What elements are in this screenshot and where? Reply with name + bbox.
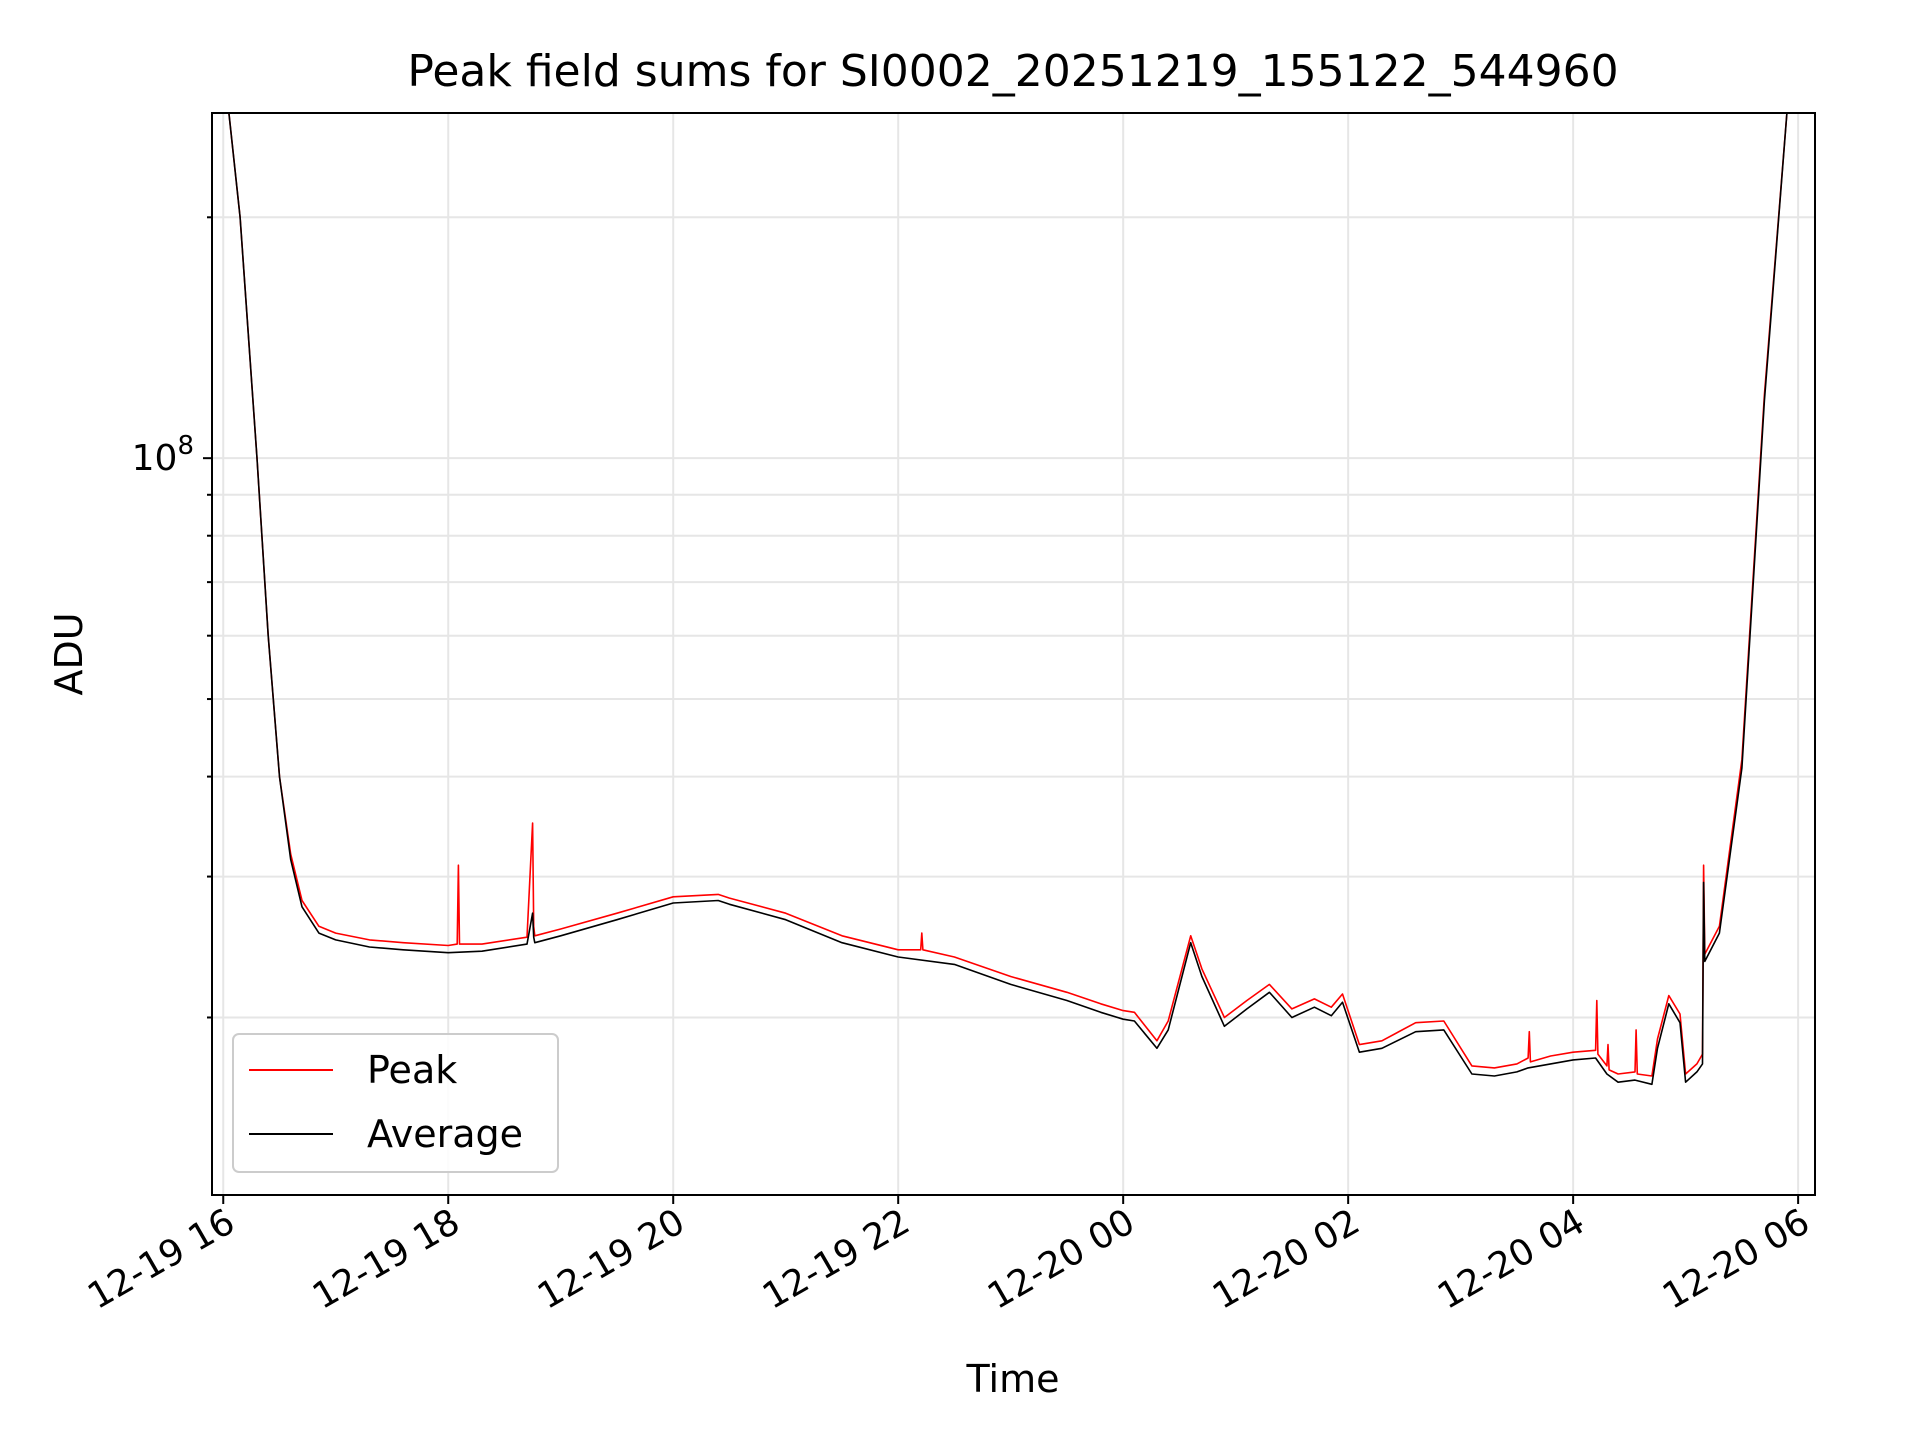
legend-label-average: Average bbox=[367, 1112, 523, 1156]
series-line-average bbox=[228, 113, 1788, 1086]
plot-frame bbox=[211, 112, 1816, 1196]
grid bbox=[212, 113, 1815, 1195]
y-axis: 108 bbox=[132, 216, 212, 1019]
legend: Peak Average bbox=[232, 1033, 559, 1173]
y-tick-base: 10 bbox=[132, 438, 178, 479]
y-tick-label: 108 bbox=[132, 431, 194, 479]
legend-label-peak: Peak bbox=[367, 1048, 457, 1092]
series-layer bbox=[228, 113, 1788, 1086]
x-axis-label: Time bbox=[966, 1357, 1060, 1401]
series-line-peak bbox=[228, 113, 1788, 1077]
chart-title: Peak field sums for SI0002_20251219_1551… bbox=[407, 46, 1618, 97]
y-axis-label: ADU bbox=[47, 612, 91, 695]
legend-box bbox=[232, 1033, 559, 1173]
y-tick-exponent: 8 bbox=[177, 431, 194, 461]
